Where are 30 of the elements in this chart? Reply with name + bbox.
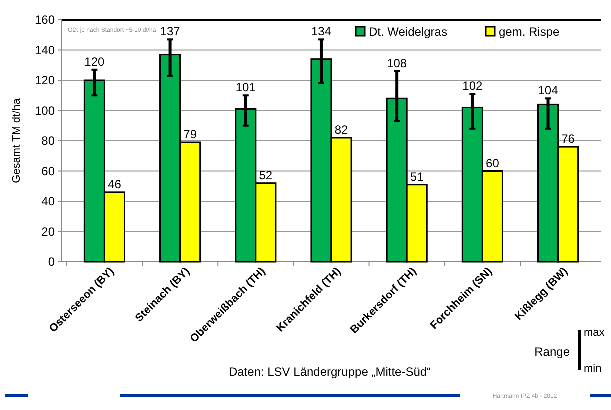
data-label: 137 xyxy=(160,24,181,39)
y-tick-label: 120 xyxy=(34,74,56,88)
y-tick-label: 80 xyxy=(42,134,56,148)
data-label: 108 xyxy=(387,56,408,70)
data-label: 120 xyxy=(84,54,106,69)
text: min xyxy=(584,363,602,375)
y-tick-label: 60 xyxy=(42,164,56,178)
y-axis-title: Gesamt TM dt/ha xyxy=(11,98,23,184)
data-label: 52 xyxy=(259,168,273,182)
text: max xyxy=(584,327,606,339)
text: Daten: LSV Ländergruppe „Mitte-Süd“ xyxy=(228,365,432,379)
y-tick-label: 0 xyxy=(48,255,56,270)
data-label: 79 xyxy=(184,128,198,142)
data-label: 76 xyxy=(562,132,576,146)
data-label: 102 xyxy=(462,79,484,94)
data-label: 46 xyxy=(108,177,122,192)
y-tick-label: 140 xyxy=(34,43,56,58)
y-tick-label: 20 xyxy=(42,224,56,239)
legend-label: Dt. Weidelgras xyxy=(369,25,448,39)
data-label: 82 xyxy=(334,122,349,137)
text: Range xyxy=(534,345,570,359)
y-tick-label: 160 xyxy=(34,13,56,28)
y-tick-label: 100 xyxy=(34,104,56,118)
data-label: 104 xyxy=(538,84,559,98)
data-label: 101 xyxy=(236,80,256,95)
y-tick-label: 40 xyxy=(42,194,56,209)
legend-label: gem. Rispe xyxy=(499,25,560,39)
data-label: 51 xyxy=(410,170,424,184)
data-label: 60 xyxy=(486,156,500,170)
data-label: 134 xyxy=(311,24,332,39)
